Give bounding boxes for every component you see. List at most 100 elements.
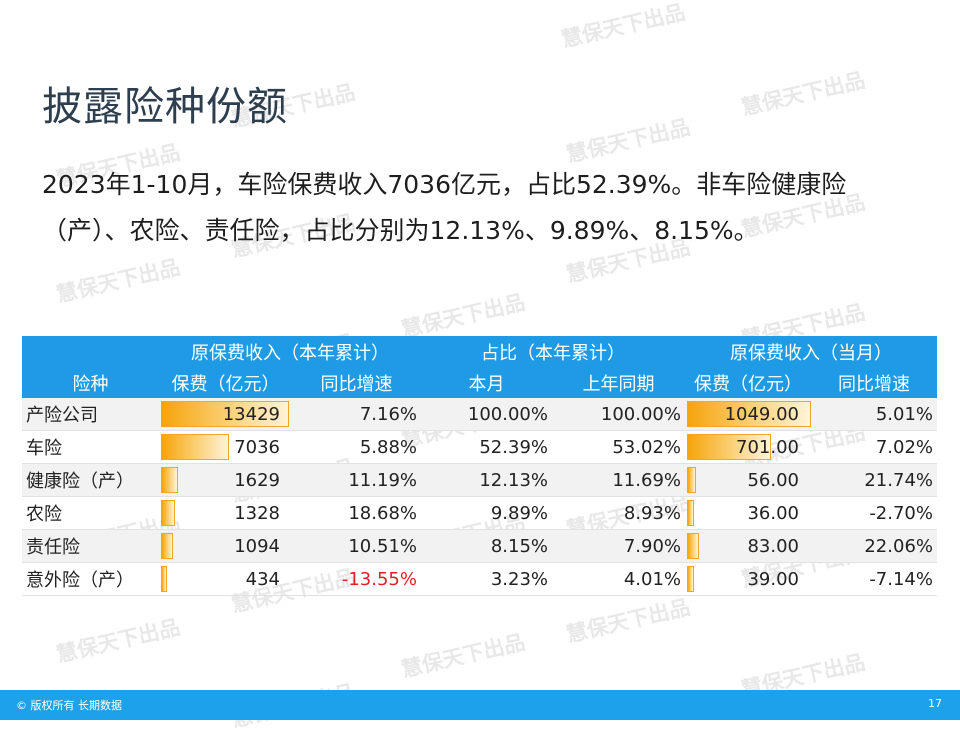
table-row: 车险 7036 5.88% 52.39% 53.02% 701.00 7.02%	[22, 430, 937, 464]
table-row: 意外险（产） 434 -13.55% 3.23% 4.01% 39.00 -7.14%	[22, 562, 937, 596]
watermark-text: 慧保天下出品	[54, 615, 183, 667]
premium-cell: 13429	[159, 398, 292, 431]
watermark-text: 慧保天下出品	[54, 255, 183, 307]
monthly-premium-cell: 701.00	[685, 430, 811, 464]
monthly-yoy-value: 7.02%	[811, 430, 937, 464]
monthly-yoy-value: 5.01%	[811, 398, 937, 431]
premium-value: 1094	[234, 535, 280, 557]
premium-bar	[161, 434, 230, 460]
monthly-yoy-value: 22.06%	[811, 529, 937, 563]
table-row: 产险公司 13429 7.16% 100.00% 100.00% 1049.00 5.01%	[22, 398, 937, 431]
yoy-value: 10.51%	[292, 529, 421, 563]
watermark-text: 慧保天下出品	[564, 115, 693, 167]
premium-value: 7036	[234, 436, 280, 458]
monthly-premium-value: 56.00	[747, 469, 799, 491]
row-name: 意外险（产）	[22, 562, 159, 596]
premium-cell: 434	[159, 562, 292, 596]
row-name: 责任险	[22, 529, 159, 563]
table-row: 农险 1328 18.68% 9.89% 8.93% 36.00 -2.70%	[22, 496, 937, 530]
current-share-value: 52.39%	[421, 430, 552, 464]
monthly-yoy-value: -7.14%	[811, 562, 937, 596]
premium-cell: 1629	[159, 463, 292, 497]
premium-bar	[161, 566, 168, 592]
yoy-value: 7.16%	[292, 398, 421, 431]
premium-value: 1629	[234, 469, 280, 491]
summary-text: 2023年1-10月，车险保费收入7036亿元，占比52.39%。非车险健康险 …	[42, 162, 912, 254]
yoy-value: 18.68%	[292, 496, 421, 530]
monthly-premium-cell: 56.00	[685, 463, 811, 497]
header-premium: 保费（亿元）	[159, 367, 292, 398]
row-name: 农险	[22, 496, 159, 530]
row-name: 车险	[22, 430, 159, 464]
monthly-premium-value: 1049.00	[724, 403, 799, 425]
footer-copyright: © 版权所有 长期数据	[16, 699, 122, 712]
group-header-share: 占比（本年累计）	[421, 336, 685, 367]
last-year-share-value: 53.02%	[552, 430, 685, 464]
page-number: 17	[928, 697, 942, 710]
monthly-yoy-value: 21.74%	[811, 463, 937, 497]
premium-cell: 1094	[159, 529, 292, 563]
header-monthly-yoy: 同比增速	[811, 367, 937, 398]
monthly-premium-bar	[687, 500, 694, 526]
monthly-premium-bar	[687, 467, 696, 493]
watermark-text: 慧保天下出品	[559, 0, 688, 52]
header-current: 本月	[421, 367, 552, 398]
watermark-text: 慧保天下出品	[399, 630, 528, 682]
yoy-value: 5.88%	[292, 430, 421, 464]
last-year-share-value: 8.93%	[552, 496, 685, 530]
footer-bar: © 版权所有 长期数据 17	[0, 690, 960, 720]
last-year-share-value: 4.01%	[552, 562, 685, 596]
premium-bar	[161, 533, 174, 559]
header-monthly-premium: 保费（亿元）	[685, 367, 811, 398]
yoy-value: -13.55%	[292, 562, 421, 596]
monthly-premium-bar	[687, 533, 699, 559]
monthly-premium-value: 701.00	[736, 436, 799, 458]
table-sub-header-row: 险种 保费（亿元） 同比增速 本月 上年同期 保费（亿元） 同比增速	[22, 367, 937, 398]
watermark-text: 慧保天下出品	[564, 595, 693, 647]
summary-line-2: （产）、农险、责任险，占比分别为12.13%、9.89%、8.15%。	[42, 216, 759, 245]
group-header-cumulative: 原保费收入（本年累计）	[159, 336, 421, 367]
monthly-premium-cell: 36.00	[685, 496, 811, 530]
premium-value: 1328	[234, 502, 280, 524]
premium-bar	[161, 401, 289, 427]
premium-value: 13429	[222, 403, 280, 425]
watermark-text: 慧保天下出品	[739, 68, 868, 120]
last-year-share-value: 7.90%	[552, 529, 685, 563]
premium-value: 434	[245, 568, 280, 590]
last-year-share-value: 11.69%	[552, 463, 685, 497]
table-group-header-row: 原保费收入（本年累计） 占比（本年累计） 原保费收入（当月）	[22, 336, 937, 367]
monthly-premium-value: 83.00	[747, 535, 799, 557]
premium-bar	[161, 500, 176, 526]
current-share-value: 9.89%	[421, 496, 552, 530]
premium-bar	[161, 467, 179, 493]
monthly-premium-bar	[687, 401, 811, 427]
monthly-premium-bar	[687, 434, 771, 460]
summary-line-1: 2023年1-10月，车险保费收入7036亿元，占比52.39%。非车险健康险	[42, 170, 847, 199]
premium-cell: 1328	[159, 496, 292, 530]
premium-share-table: 原保费收入（本年累计） 占比（本年累计） 原保费收入（当月） 险种 保费（亿元）…	[22, 336, 937, 596]
row-name: 健康险（产）	[22, 463, 159, 497]
group-header-monthly: 原保费收入（当月）	[685, 336, 937, 367]
header-name: 险种	[22, 367, 159, 398]
monthly-yoy-value: -2.70%	[811, 496, 937, 530]
monthly-premium-cell: 83.00	[685, 529, 811, 563]
table-row: 健康险（产） 1629 11.19% 12.13% 11.69% 56.00 21.74%	[22, 463, 937, 497]
premium-cell: 7036	[159, 430, 292, 464]
row-name: 产险公司	[22, 398, 159, 431]
last-year-share-value: 100.00%	[552, 398, 685, 431]
monthly-premium-cell: 1049.00	[685, 398, 811, 431]
monthly-premium-cell: 39.00	[685, 562, 811, 596]
current-share-value: 100.00%	[421, 398, 552, 431]
current-share-value: 12.13%	[421, 463, 552, 497]
current-share-value: 8.15%	[421, 529, 552, 563]
yoy-value: 11.19%	[292, 463, 421, 497]
table-row: 责任险 1094 10.51% 8.15% 7.90% 83.00 22.06%	[22, 529, 937, 563]
header-yoy: 同比增速	[292, 367, 421, 398]
current-share-value: 3.23%	[421, 562, 552, 596]
slide-title: 披露险种份额	[42, 84, 288, 130]
monthly-premium-value: 36.00	[747, 502, 799, 524]
monthly-premium-value: 39.00	[747, 568, 799, 590]
group-header-empty	[22, 336, 159, 367]
monthly-premium-bar	[687, 566, 694, 592]
header-last-year: 上年同期	[552, 367, 685, 398]
